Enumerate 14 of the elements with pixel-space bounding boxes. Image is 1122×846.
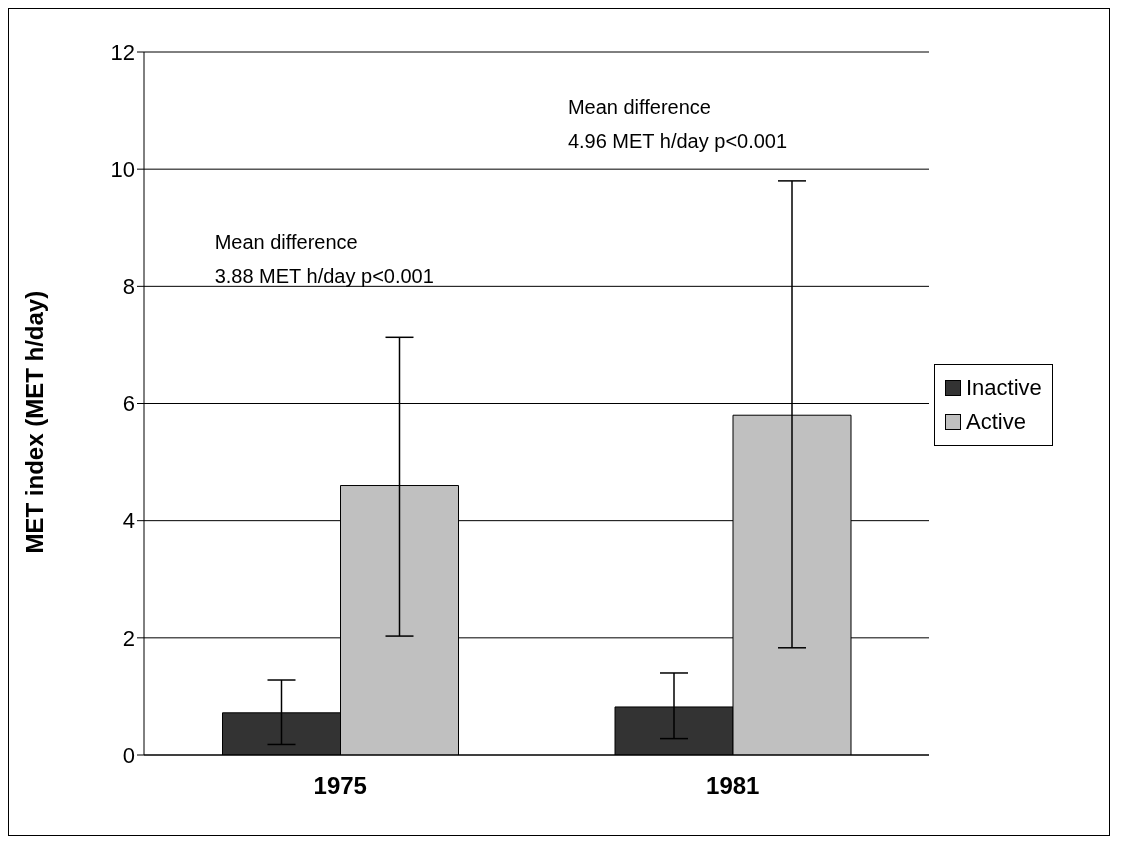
legend-label: Inactive bbox=[965, 373, 1042, 402]
y-tick-label: 8 bbox=[122, 274, 135, 300]
legend-label: Active bbox=[965, 407, 1027, 436]
y-tick-label: 2 bbox=[122, 625, 135, 651]
annotation: Mean difference 3.88 MET h/day p<0.001 bbox=[214, 229, 434, 289]
y-tick-label: 4 bbox=[122, 508, 135, 534]
annotation: Mean difference 4.96 MET h/day p<0.001 bbox=[567, 95, 788, 155]
x-tick-label: 1975 bbox=[313, 772, 367, 800]
y-axis-title: MET index (MET h/day) bbox=[20, 290, 48, 554]
y-tick-label: 0 bbox=[122, 742, 135, 768]
y-tick-label: 6 bbox=[122, 391, 135, 417]
y-tick-label: 10 bbox=[110, 156, 135, 182]
x-tick-label: 1981 bbox=[706, 772, 760, 800]
y-tick-label: 12 bbox=[110, 39, 135, 65]
